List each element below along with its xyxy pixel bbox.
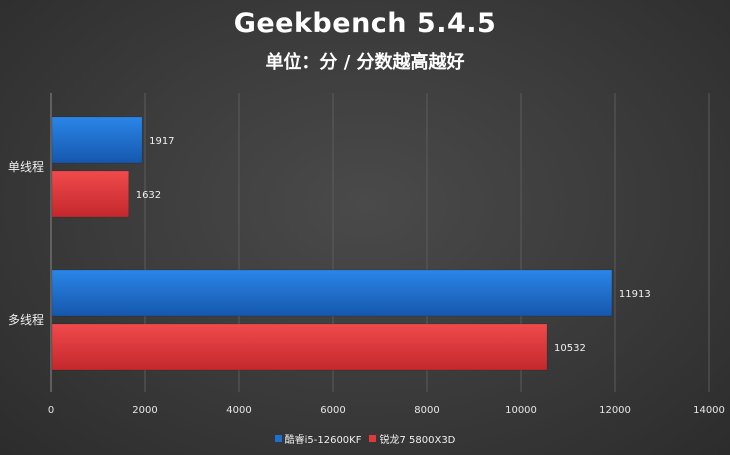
chart-title: Geekbench 5.4.5 [233, 8, 497, 39]
x-tick-label: 0 [48, 405, 54, 416]
legend-item-series-2: 锐龙7 5800X3D [369, 431, 455, 446]
x-tick-label: 6000 [320, 405, 345, 416]
legend-item-series-1: 酷睿i5-12600KF [274, 431, 362, 446]
data-label: 11913 [619, 289, 651, 300]
bar [51, 170, 129, 218]
legend-label-series-2: 锐龙7 5800X3D [379, 435, 456, 446]
legend: 酷睿i5-12600KF 锐龙7 5800X3D [0, 431, 730, 446]
x-tick-label: 14000 [693, 405, 725, 416]
x-tick-label: 4000 [226, 405, 251, 416]
bar [51, 323, 548, 371]
data-label: 1917 [149, 136, 174, 147]
x-tick-label: 2000 [132, 405, 157, 416]
legend-label-series-1: 酷睿i5-12600KF [284, 435, 362, 446]
legend-swatch-red [369, 435, 377, 442]
category-label: 多线程 [8, 312, 44, 327]
bar [51, 269, 613, 317]
legend-swatch-blue [274, 435, 282, 442]
x-tick-label: 8000 [414, 405, 439, 416]
bar [51, 116, 143, 164]
category-label: 单线程 [8, 159, 44, 174]
x-tick-label: 10000 [505, 405, 537, 416]
data-label: 1632 [136, 190, 161, 201]
data-label: 10532 [554, 343, 586, 354]
chart-subtitle: 单位：分 / 分数越高越好 [265, 52, 465, 73]
x-tick-label: 12000 [599, 405, 631, 416]
